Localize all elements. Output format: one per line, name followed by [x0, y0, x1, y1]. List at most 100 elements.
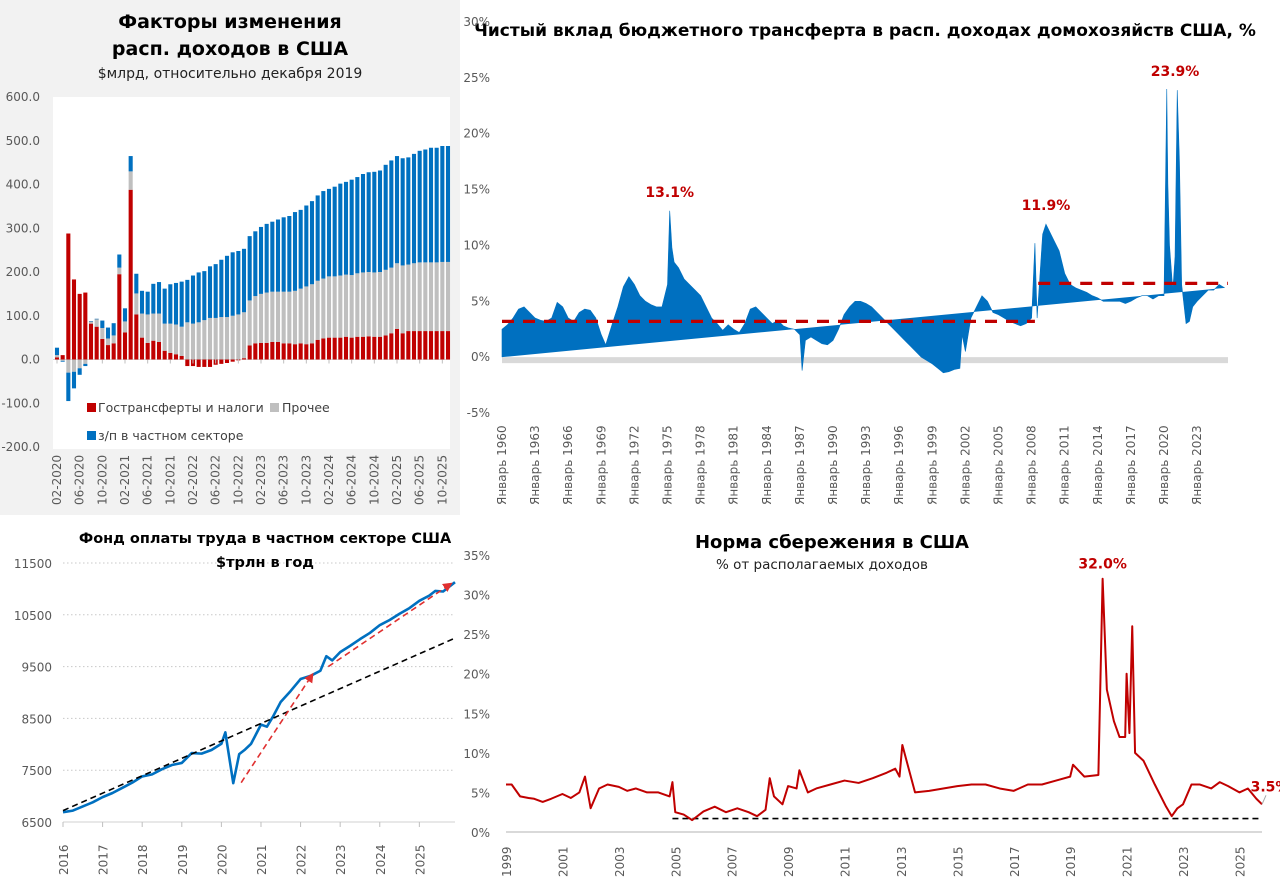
- bar-segment-other: [321, 278, 326, 339]
- bar-segment-wages: [389, 160, 394, 268]
- x-tick-label: 2024: [374, 844, 388, 875]
- bar-segment-other: [440, 261, 445, 332]
- x-tick-label: 2011: [839, 846, 853, 877]
- y-tick-label: 11500: [14, 557, 52, 571]
- x-tick-label: Январь 2005: [992, 425, 1006, 505]
- x-tick-label: Январь 1960: [495, 425, 509, 505]
- bar-segment-other: [281, 291, 286, 344]
- bar-segment-other: [117, 267, 122, 275]
- x-tick-label: 2003: [613, 846, 627, 877]
- bar-segment-transfers: [445, 331, 451, 360]
- y-tick-label: 35%: [463, 549, 490, 563]
- bar-segment-other: [355, 273, 360, 337]
- bar-segment-wages: [372, 171, 377, 273]
- chart-subtitle: $млрд, относительно декабря 2019: [98, 66, 363, 82]
- bar-segment-wages: [406, 157, 411, 265]
- bar-segment-wages: [434, 147, 439, 263]
- income-factors-chart: Факторы изменения расп. доходов в США $м…: [1, 11, 451, 505]
- bar-segment-wages: [219, 259, 224, 318]
- bar-segment-transfers: [309, 343, 315, 360]
- bar-segment-transfers: [145, 342, 150, 360]
- bar-segment-other: [196, 322, 201, 360]
- bar-segment-wages: [270, 221, 275, 292]
- x-tick-label: 2025: [1233, 846, 1247, 877]
- bar-segment-transfers: [270, 342, 275, 360]
- bar-segment-transfers: [94, 326, 99, 360]
- bar-segment-transfers: [281, 343, 286, 360]
- last-value-annotation-label: 3.5%: [1251, 779, 1280, 795]
- x-tick-label: 06-2022: [209, 455, 223, 505]
- bar-segment-other: [264, 292, 269, 343]
- bar-segment-wages: [440, 146, 445, 262]
- bar-segment-transfers: [88, 323, 94, 360]
- bar-segment-other: [372, 272, 377, 337]
- bar-segment-other: [389, 267, 394, 334]
- bar-segment-wages: [445, 146, 451, 262]
- transfer-area-series: [501, 89, 1225, 374]
- x-tick-label: 2021: [255, 844, 269, 875]
- bar-segment-transfers: [241, 358, 247, 360]
- y-tick-label: 600.0: [6, 90, 40, 104]
- bar-segment-wages: [428, 147, 434, 263]
- x-tick-label: 2013: [895, 846, 909, 877]
- y-tick-label: 0.0: [21, 353, 40, 367]
- x-tick-label: Январь 1987: [793, 425, 807, 505]
- bar-segment-wages: [315, 195, 320, 281]
- bar-segment-other: [173, 324, 179, 355]
- bar-segment-wages: [394, 156, 400, 264]
- bar-segment-other: [88, 321, 94, 324]
- x-tick-label: 2019: [1064, 846, 1078, 877]
- bar-segment-other: [77, 359, 82, 369]
- x-tick-label: Январь 2020: [1157, 425, 1171, 505]
- bar-segment-transfers: [292, 344, 298, 360]
- bar-segment-other: [423, 262, 428, 332]
- x-tick-label: 2020: [215, 844, 229, 875]
- bar-segment-other: [207, 317, 213, 360]
- bar-segment-wages: [281, 217, 286, 292]
- bar-segment-other: [394, 263, 400, 329]
- bar-segment-wages: [207, 266, 213, 318]
- x-tick-label: 2007: [726, 846, 740, 877]
- bar-segment-other: [151, 313, 156, 341]
- bar-segment-wages: [332, 186, 337, 277]
- bar-segment-transfers: [349, 337, 354, 360]
- y-tick-label: 30%: [463, 15, 490, 29]
- bar-segment-transfers: [321, 338, 326, 360]
- bar-segment-transfers: [355, 336, 360, 360]
- bar-segment-transfers: [247, 345, 252, 360]
- bar-segment-other: [400, 265, 405, 334]
- bar-segment-transfers: [253, 343, 258, 360]
- bar-segment-transfers: [117, 274, 122, 360]
- bar-segment-wages: [400, 158, 405, 266]
- bar-segment-wages: [287, 216, 292, 292]
- legend-swatch-transfers: [87, 403, 96, 412]
- bar-segment-wages: [88, 321, 94, 322]
- x-tick-label: 10-2023: [299, 455, 313, 505]
- bar-segment-wages: [377, 170, 383, 272]
- bar-segment-other: [54, 355, 60, 358]
- x-tick-label: Январь 2017: [1124, 425, 1138, 505]
- y-tick-label: 300.0: [6, 221, 40, 235]
- bar-segment-transfers: [338, 337, 343, 360]
- trend-arrow-line: [327, 582, 453, 668]
- legend-label-transfers: Гострансферты и налоги: [98, 400, 264, 415]
- bar-segment-transfers: [83, 292, 88, 360]
- bar-segment-transfers: [366, 336, 371, 360]
- bar-segment-other: [236, 314, 241, 360]
- x-tick-label: 02-2020: [50, 455, 64, 505]
- bar-segment-wages: [417, 150, 422, 263]
- bar-segment-wages: [139, 290, 145, 314]
- bar-segment-wages: [411, 153, 417, 264]
- bar-segment-wages: [185, 279, 190, 323]
- x-tick-label: 02-2021: [118, 455, 132, 505]
- savings-rate-chart: Норма сбережения в США % от располагаемы…: [463, 532, 1280, 877]
- bar-segment-transfers: [298, 343, 303, 360]
- bar-segment-wages: [94, 318, 99, 320]
- bar-segment-wages: [77, 368, 82, 375]
- bar-segment-other: [66, 359, 71, 373]
- savings-rate-chart-panel: Норма сбережения в США % от располагаемы…: [460, 515, 1280, 885]
- x-tick-label: 2025: [413, 844, 427, 875]
- x-tick-label: 2005: [669, 846, 683, 877]
- bar-segment-other: [411, 263, 417, 332]
- y-tick-label: 400.0: [6, 178, 40, 192]
